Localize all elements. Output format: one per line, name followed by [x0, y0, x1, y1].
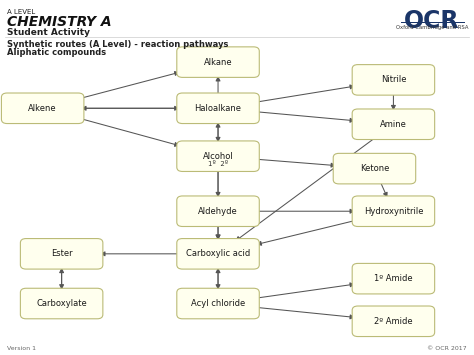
Text: 1º  2º: 1º 2º — [208, 161, 228, 167]
Text: © OCR 2017: © OCR 2017 — [427, 346, 467, 351]
Text: Version 1: Version 1 — [7, 346, 36, 351]
FancyBboxPatch shape — [20, 239, 103, 269]
Text: Ketone: Ketone — [360, 164, 389, 173]
Text: CHEMISTRY A: CHEMISTRY A — [7, 15, 112, 29]
Text: Hydroxynitrile: Hydroxynitrile — [364, 207, 423, 216]
Text: OCR: OCR — [403, 9, 459, 33]
Bar — [401, 22, 465, 23]
Text: Carboxylate: Carboxylate — [36, 299, 87, 308]
Text: Amine: Amine — [380, 120, 407, 129]
Text: Aliphatic compounds: Aliphatic compounds — [7, 48, 106, 56]
Text: Synthetic routes (A Level) - reaction pathways: Synthetic routes (A Level) - reaction pa… — [7, 40, 228, 49]
Text: Carboxylic acid: Carboxylic acid — [186, 249, 250, 258]
Text: Aldehyde: Aldehyde — [198, 207, 238, 216]
FancyBboxPatch shape — [177, 47, 259, 77]
Text: Acyl chloride: Acyl chloride — [191, 299, 245, 308]
FancyBboxPatch shape — [352, 263, 435, 294]
FancyBboxPatch shape — [20, 288, 103, 319]
FancyBboxPatch shape — [333, 153, 416, 184]
Text: A LEVEL: A LEVEL — [7, 9, 36, 15]
FancyBboxPatch shape — [177, 141, 259, 171]
FancyBboxPatch shape — [1, 93, 84, 124]
Text: Alcohol: Alcohol — [203, 152, 233, 161]
Text: Oxford Cambridge and RSA: Oxford Cambridge and RSA — [396, 25, 468, 30]
Text: 2º Amide: 2º Amide — [374, 317, 413, 326]
Text: Alkene: Alkene — [28, 104, 57, 113]
Text: Ester: Ester — [51, 249, 73, 258]
FancyBboxPatch shape — [177, 93, 259, 124]
FancyBboxPatch shape — [352, 65, 435, 95]
FancyBboxPatch shape — [352, 196, 435, 226]
Text: Nitrile: Nitrile — [381, 75, 406, 84]
Text: Haloalkane: Haloalkane — [194, 104, 242, 113]
Text: 1º Amide: 1º Amide — [374, 274, 413, 283]
FancyBboxPatch shape — [352, 306, 435, 337]
FancyBboxPatch shape — [177, 288, 259, 319]
Text: Alkane: Alkane — [204, 58, 232, 67]
FancyBboxPatch shape — [352, 109, 435, 140]
FancyBboxPatch shape — [177, 239, 259, 269]
Text: Student Activity: Student Activity — [7, 28, 90, 37]
FancyBboxPatch shape — [177, 196, 259, 226]
